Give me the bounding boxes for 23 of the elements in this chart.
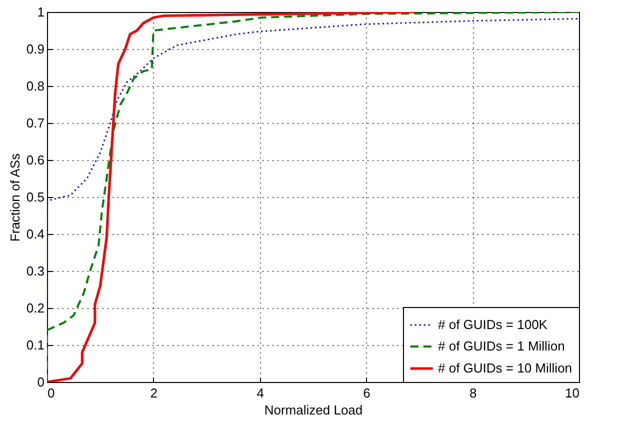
x-tick-label: 2 xyxy=(150,386,158,400)
y-tick-label: 0.7 xyxy=(26,116,44,130)
legend-label: # of GUIDs = 10 Million xyxy=(438,360,572,376)
legend-label: # of GUIDs = 100K xyxy=(438,317,548,332)
y-tick-label: 1 xyxy=(37,4,44,20)
y-tick-label: 0.4 xyxy=(26,226,44,242)
x-tick-label: 8 xyxy=(469,386,477,400)
y-axis-title: Fraction of ASs xyxy=(7,152,22,242)
y-tick-label: 0.2 xyxy=(26,300,44,316)
line-series xyxy=(47,12,416,382)
y-tick-label: 0.1 xyxy=(26,338,44,352)
x-axis-title: Normalized Load xyxy=(264,402,363,418)
y-tick-label: 0.5 xyxy=(26,190,44,204)
x-tick-label: 4 xyxy=(256,386,264,400)
y-tick-label: 0.6 xyxy=(26,152,44,168)
legend-label: # of GUIDs = 1 Million xyxy=(438,338,565,354)
y-tick-label: 0.8 xyxy=(26,78,44,94)
x-tick-label: 6 xyxy=(363,386,370,400)
y-tick-label: 0.3 xyxy=(26,264,44,278)
x-tick-label: 10 xyxy=(565,386,580,400)
y-tick-label: 0.9 xyxy=(26,42,44,56)
x-tick-label: 0 xyxy=(48,386,55,400)
y-tick-label: 0 xyxy=(37,374,44,390)
